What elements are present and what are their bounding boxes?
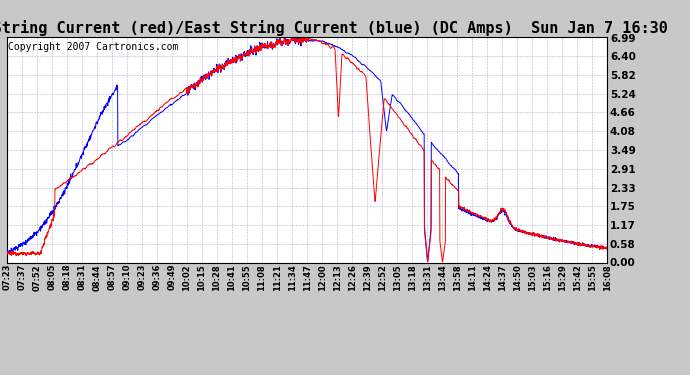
Text: Copyright 2007 Cartronics.com: Copyright 2007 Cartronics.com	[8, 42, 179, 52]
Title: West String Current (red)/East String Current (blue) (DC Amps)  Sun Jan 7 16:30: West String Current (red)/East String Cu…	[0, 20, 667, 36]
